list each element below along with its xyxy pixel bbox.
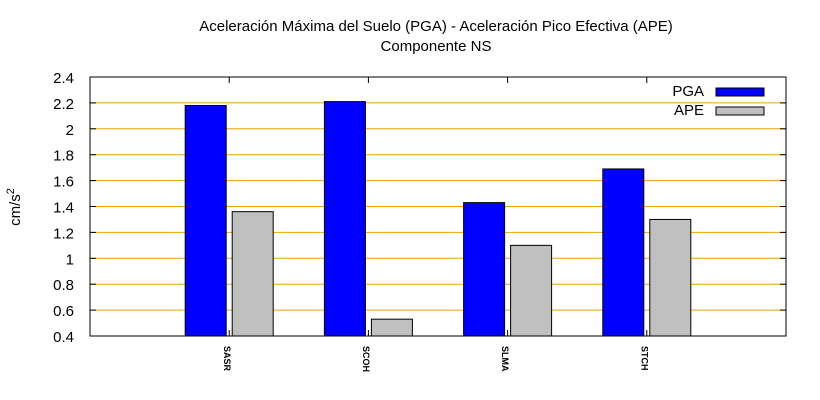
y-axis-label-text: cm/s bbox=[7, 194, 24, 226]
y-tick-label: 1.6 bbox=[53, 174, 74, 191]
legend-label-ape: APE bbox=[674, 102, 704, 119]
bar-pga-slma bbox=[463, 202, 506, 337]
y-tick-label: 1.4 bbox=[53, 200, 74, 217]
y-tick-label: 2 bbox=[66, 122, 74, 139]
y-tick-label: 0.8 bbox=[53, 277, 74, 294]
y-axis-label-superscript: 2 bbox=[5, 188, 17, 194]
x-tick-label: SASR bbox=[222, 346, 232, 372]
y-tick-label: 1.8 bbox=[53, 148, 74, 165]
bar-pga-scoh bbox=[323, 101, 366, 337]
y-tick-label: 1 bbox=[66, 251, 74, 268]
y-tick-label: 2.4 bbox=[53, 70, 74, 87]
y-tick-label: 0.4 bbox=[53, 329, 74, 346]
x-tick-label: SLMA bbox=[500, 346, 510, 372]
bar-ape-scoh bbox=[370, 318, 413, 337]
y-tick-label: 1.2 bbox=[53, 225, 74, 242]
y-axis-ticks: 0.4 0.6 0.8 1 1.2 1.4 1.6 1.8 2 2.2 2.4 bbox=[53, 70, 786, 346]
x-tick-label: STCH bbox=[639, 346, 649, 371]
y-tick-label: 2.2 bbox=[53, 96, 74, 113]
bars bbox=[184, 101, 692, 337]
bar-ape-slma bbox=[510, 244, 553, 337]
y-axis-label: cm/s2 bbox=[5, 188, 24, 226]
bar-ape-stch bbox=[649, 218, 692, 337]
legend: PGA APE bbox=[672, 83, 765, 119]
bar-pga-stch bbox=[602, 168, 645, 337]
legend-label-pga: PGA bbox=[672, 83, 704, 100]
legend-swatch-pga bbox=[715, 87, 765, 97]
bar-ape-sasr bbox=[231, 211, 274, 337]
legend-swatch-ape bbox=[715, 106, 765, 116]
bar-pga-sasr bbox=[184, 104, 227, 337]
chart-title: Aceleración Máxima del Suelo (PGA) - Ace… bbox=[199, 18, 673, 35]
y-tick-label: 0.6 bbox=[53, 303, 74, 320]
x-axis-ticks: SASR SCOH SLMA STCH bbox=[222, 77, 649, 372]
x-tick-label: SCOH bbox=[361, 346, 371, 372]
chart-subtitle: Componente NS bbox=[381, 38, 492, 55]
